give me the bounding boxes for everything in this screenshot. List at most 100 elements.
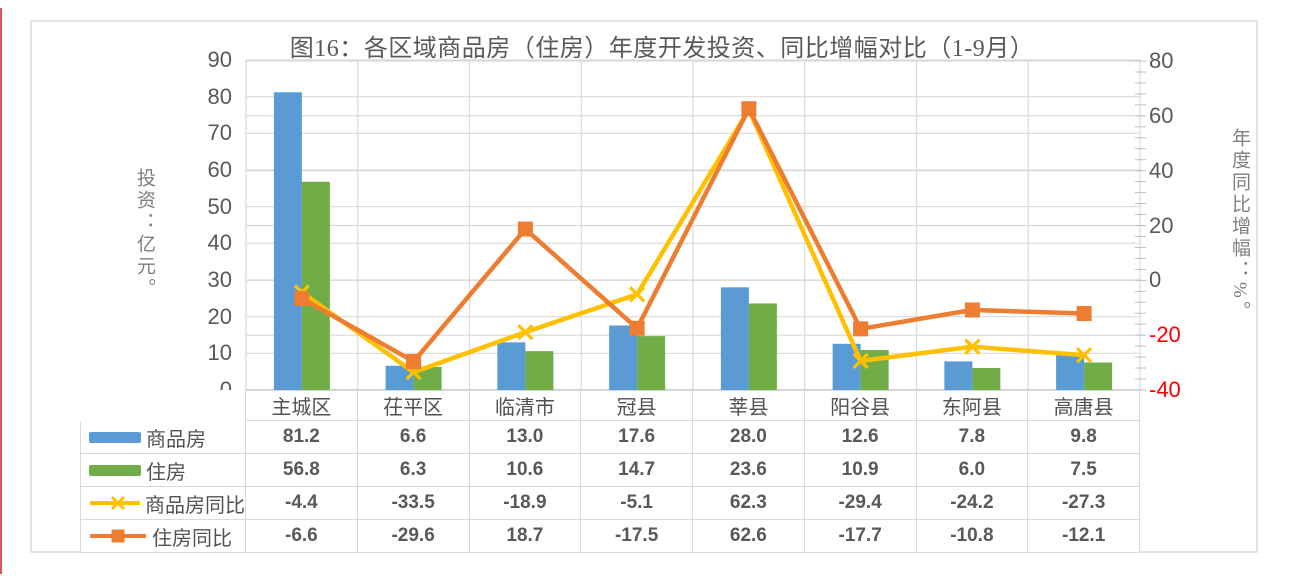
table-value-cell: -27.3	[1028, 487, 1140, 520]
left-edge-accent-line	[0, 8, 2, 574]
right-axis-tick: 80	[1149, 48, 1174, 73]
category-label: 莘县	[693, 390, 805, 421]
table-value-cell: -29.4	[804, 487, 917, 520]
table-value-cell: 23.6	[693, 454, 805, 487]
marker-square-icon	[741, 101, 757, 117]
table-value-cell: 14.7	[581, 454, 693, 487]
bar-住房	[413, 366, 442, 390]
table-value-cell: 56.8	[246, 454, 358, 487]
marker-square-icon	[853, 321, 869, 337]
left-axis-tick: 90	[207, 47, 232, 72]
table-value-cell: -10.8	[916, 520, 1029, 553]
legend-label: 商品房同比	[145, 494, 245, 517]
category-label: 主城区	[246, 390, 358, 421]
bar-住房	[972, 368, 1001, 390]
table-value-cell: -18.9	[469, 487, 582, 520]
right-axis-tick: 0	[1149, 267, 1162, 293]
table-corner-empty-cell	[80, 390, 246, 421]
plot-area	[245, 59, 1146, 391]
table-value-cell: -29.6	[357, 520, 470, 553]
table-value-cell: 28.0	[693, 421, 805, 454]
legend-label: 住房	[146, 461, 186, 484]
left-axis-tick: 70	[207, 120, 232, 146]
line-商品房同比	[300, 104, 1085, 375]
bar-住房	[301, 181, 330, 390]
legend-key-住房同比: 住房同比	[80, 520, 246, 553]
marker-square-icon	[294, 290, 310, 306]
right-axis-tick: 20	[1149, 212, 1174, 238]
table-value-cell: 81.2	[246, 421, 358, 454]
legend-line-swatch-icon	[90, 529, 146, 543]
table-value-cell: 12.6	[804, 421, 917, 454]
table-value-cell: 17.6	[581, 421, 693, 454]
left-axis-tick: 20	[207, 303, 232, 329]
marker-x-icon	[517, 324, 534, 341]
table-value-cell: 7.8	[916, 421, 1029, 454]
right-axis-tick: -40	[1149, 377, 1181, 402]
left-axis-tick: 60	[207, 157, 232, 182]
category-label: 阳谷县	[804, 390, 917, 421]
table-value-cell: 62.3	[693, 487, 805, 520]
table-value-cell: -6.6	[246, 520, 358, 553]
marker-square-icon	[964, 302, 980, 318]
table-value-cell: 9.8	[1028, 421, 1140, 454]
bar-商品房	[497, 342, 526, 390]
bar-商品房	[720, 287, 749, 390]
bar-住房	[637, 336, 666, 390]
table-value-cell: -4.4	[246, 487, 358, 520]
legend-label: 商品房	[146, 428, 206, 451]
table-value-cell: 18.7	[469, 520, 582, 553]
legend-bar-swatch-icon	[89, 431, 141, 443]
bar-商品房	[609, 325, 638, 390]
table-value-cell: -17.7	[804, 520, 917, 553]
legend-key-商品房同比: 商品房同比	[80, 487, 246, 520]
marker-x-icon	[1075, 347, 1093, 364]
right-axis-title: 年度同比增幅：%。	[1229, 128, 1250, 323]
chart-title: 图16：各区域商品房（住房）年度开发投资、同比增幅对比（1-9月）	[289, 36, 1035, 62]
marker-x-icon	[964, 338, 981, 355]
marker-square-icon	[629, 320, 645, 336]
right-axis-tick: 60	[1149, 102, 1174, 128]
legend-bar-swatch-icon	[89, 464, 141, 476]
marker-x-icon	[628, 286, 646, 303]
right-axis-tick: 40	[1149, 157, 1174, 183]
table-value-cell: -5.1	[581, 487, 693, 520]
table-value-cell: 6.3	[357, 454, 470, 487]
marker-x-icon	[852, 352, 869, 370]
left-axis-tick: 40	[207, 230, 232, 256]
legend-key-商品房: 商品房	[80, 421, 246, 454]
table-value-cell: -17.5	[581, 520, 693, 553]
legend-label: 住房同比	[152, 527, 232, 550]
left-axis-tick: 30	[207, 267, 232, 292]
chart-data-table: 主城区 茌平区 临清市 冠县 莘县 阳谷县 东阿县 高唐县 商品房 81.2 6.6 13.0 17.6…	[80, 390, 1140, 553]
table-value-cell: 10.9	[804, 454, 917, 487]
left-axis-tick: 10	[207, 340, 232, 366]
bar-住房	[525, 351, 554, 390]
table-value-cell: 7.5	[1028, 454, 1140, 487]
bar-住房	[1084, 362, 1113, 390]
legend-line-swatch-icon	[90, 495, 140, 511]
left-axis-title: 投资：亿元。	[134, 168, 155, 300]
right-axis-tick: -20	[1149, 322, 1181, 348]
left-axis-tick: 80	[207, 83, 232, 109]
table-value-cell: 13.0	[469, 421, 582, 454]
line-住房同比	[300, 103, 1085, 365]
marker-square-icon	[517, 221, 533, 237]
bar-住房	[748, 303, 777, 390]
left-axis-tick: 50	[207, 193, 232, 219]
legend-key-住房: 住房	[80, 454, 246, 487]
table-value-cell: 6.0	[916, 454, 1029, 487]
marker-square-icon	[406, 353, 422, 369]
table-value-cell: 6.6	[357, 421, 470, 454]
bar-商品房	[944, 361, 973, 390]
category-label: 临清市	[469, 390, 582, 421]
table-value-cell: -24.2	[916, 487, 1029, 520]
category-label: 茌平区	[357, 390, 470, 421]
table-value-cell: 62.6	[693, 520, 805, 553]
bar-商品房	[273, 92, 302, 390]
table-value-cell: 10.6	[469, 454, 582, 487]
category-label: 冠县	[581, 390, 693, 421]
table-value-cell: -33.5	[357, 487, 470, 520]
marker-square-icon	[1076, 306, 1092, 322]
